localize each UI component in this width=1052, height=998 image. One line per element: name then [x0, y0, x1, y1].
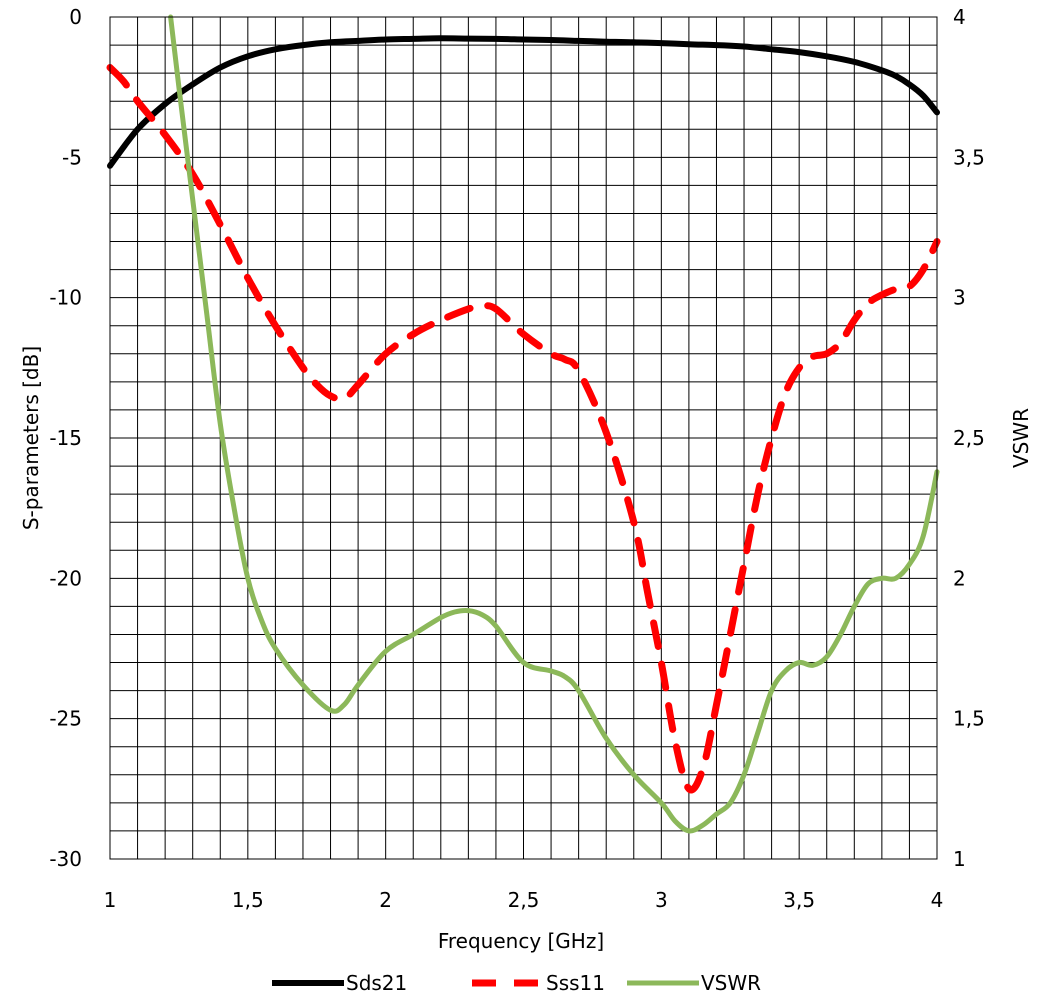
- y2-tick-label: 4: [953, 5, 966, 29]
- x-axis-ticks: 1 1,5 2 2,5 3 3,5 4: [104, 888, 944, 912]
- x-tick-label: 1: [104, 888, 117, 912]
- plot-border: [109, 16, 938, 860]
- y-tick-label: -30: [49, 847, 82, 871]
- y-axis-ticks: 0 -5 -10 -15 -20 -25 -30: [49, 5, 82, 871]
- legend-label-sds21: Sds21: [346, 971, 407, 995]
- y-axis-title: S-parameters [dB]: [19, 346, 43, 530]
- y2-tick-label: 3,5: [953, 145, 985, 169]
- y-tick-label: -10: [49, 286, 82, 310]
- legend: Sds21 Sss11 VSWR: [272, 971, 761, 995]
- x-tick-label: 3,5: [783, 888, 815, 912]
- series-line-sds21: [107, 35, 940, 169]
- x-axis-title: Frequency [GHz]: [438, 929, 604, 953]
- plot-frame: [109, 16, 938, 860]
- series-line-vswr: [168, 14, 940, 834]
- legend-label-sss11: Sss11: [546, 971, 605, 995]
- series-line-sss11: [106, 64, 941, 794]
- y2-tick-label: 1,5: [953, 707, 985, 731]
- x-tick-label: 2,5: [508, 888, 540, 912]
- x-tick-label: 2: [379, 888, 392, 912]
- legend-label-vswr: VSWR: [701, 971, 761, 995]
- y-tick-label: -15: [49, 426, 82, 450]
- y2-tick-label: 2,5: [953, 426, 985, 450]
- y-tick-label: -25: [49, 707, 82, 731]
- y2-tick-label: 2: [953, 566, 966, 590]
- y-tick-label: 0: [69, 5, 82, 29]
- y2-axis-ticks: 4 3,5 3 2,5 2 1,5 1: [953, 5, 985, 871]
- x-tick-label: 3: [655, 888, 668, 912]
- y2-axis-title: VSWR: [1009, 408, 1033, 468]
- y2-tick-label: 3: [953, 286, 966, 310]
- y-tick-label: -5: [62, 145, 82, 169]
- series-layer: [106, 14, 941, 834]
- grid: [109, 16, 938, 860]
- y2-tick-label: 1: [953, 847, 966, 871]
- x-tick-label: 1,5: [232, 888, 264, 912]
- x-tick-label: 4: [931, 888, 944, 912]
- y-tick-label: -20: [49, 566, 82, 590]
